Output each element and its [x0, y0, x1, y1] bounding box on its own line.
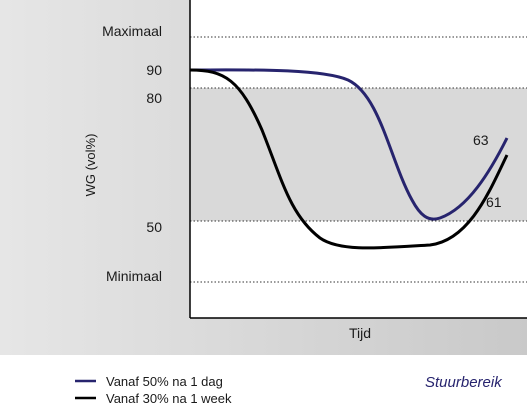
y-label: Minimaal: [106, 268, 162, 284]
legend-label: Vanaf 50% na 1 dag: [106, 374, 223, 389]
annotation: 63: [473, 132, 489, 148]
x-axis-title: Tijd: [349, 325, 371, 341]
y-label: 50: [146, 219, 162, 235]
y-label: Maximaal: [102, 23, 162, 39]
annotation: 61: [486, 194, 502, 210]
curve-1-week: [189, 68, 509, 250]
y-label: 80: [146, 90, 162, 106]
target-band: [190, 88, 527, 221]
y-label: 90: [146, 62, 162, 78]
caption: Stuurbereik: [425, 374, 503, 391]
y-axis-title: WG (vol%): [83, 134, 98, 197]
legend-label: Vanaf 30% na 1 week: [106, 391, 232, 406]
curve-1-day: [189, 68, 509, 221]
